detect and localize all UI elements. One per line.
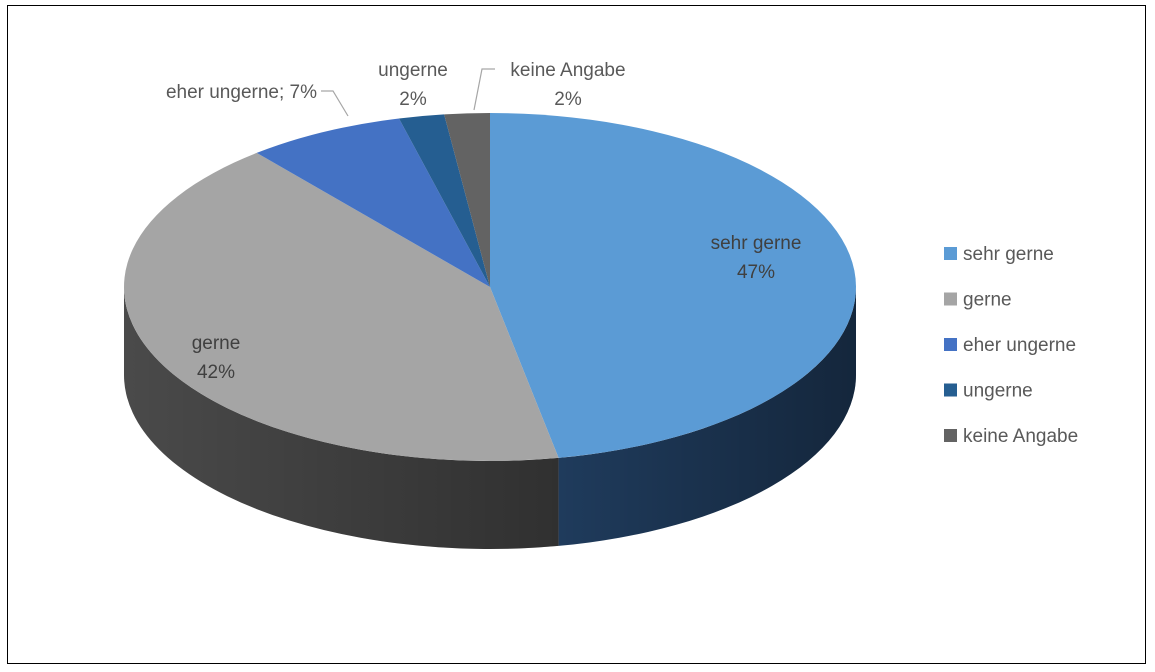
legend: sehr gerne gerne eher ungerne ungerne keine …: [944, 244, 1078, 447]
data-label-name-keine-angabe: keine Angabe: [510, 60, 625, 81]
data-labels: sehr gerne 47% gerne 42% eher ungerne; 7% ung…: [166, 60, 801, 383]
legend-label-ungerne: ungerne: [963, 381, 1033, 402]
pie-side-shade-sehr-gerne: [558, 287, 856, 546]
data-label-eher-ungerne: eher ungerne; 7%: [166, 82, 317, 103]
legend-label-keine-angabe: keine Angabe: [963, 426, 1078, 447]
legend-swatch-gerne: [944, 292, 957, 306]
pie-sides: [124, 287, 856, 549]
pie-slice-sehr-gerne: [490, 113, 856, 458]
pie-slice-ungerne: [398, 114, 490, 287]
pie-chart: sehr gerne 47% gerne 42% eher ungerne; 7% ung…: [124, 60, 1078, 549]
legend-label-sehr-gerne: sehr gerne: [963, 244, 1054, 265]
pie-slice-keine-angabe: [444, 113, 490, 287]
leader-line-eher-ungerne: [321, 90, 349, 117]
data-label-name-sehr-gerne: sehr gerne: [711, 233, 802, 254]
legend-swatch-sehr-gerne: [944, 247, 957, 260]
pie-top: [124, 113, 856, 461]
leader-lines: [321, 68, 495, 117]
leader-line-keine-angabe: [473, 68, 495, 111]
legend-label-eher-ungerne: eher ungerne: [963, 335, 1076, 356]
data-label-value-keine-angabe: 2%: [554, 89, 582, 110]
legend-label-gerne: gerne: [963, 290, 1012, 311]
data-label-value-gerne: 42%: [197, 362, 235, 383]
pie-slice-gerne: [124, 152, 559, 461]
legend-swatch-eher-ungerne: [944, 338, 957, 351]
data-label-value-ungerne: 2%: [399, 89, 427, 110]
data-label-value-sehr-gerne: 47%: [737, 262, 775, 283]
data-label-name-gerne: gerne: [192, 333, 241, 354]
legend-swatch-ungerne: [944, 383, 957, 397]
chart-frame: sehr gerne 47% gerne 42% eher ungerne; 7% ung…: [7, 5, 1146, 664]
data-label-name-ungerne: ungerne: [378, 60, 448, 81]
pie-side-shade-gerne: [124, 287, 559, 549]
legend-swatch-keine-angabe: [944, 429, 957, 442]
pie-slice-eher-ungerne: [256, 118, 490, 288]
